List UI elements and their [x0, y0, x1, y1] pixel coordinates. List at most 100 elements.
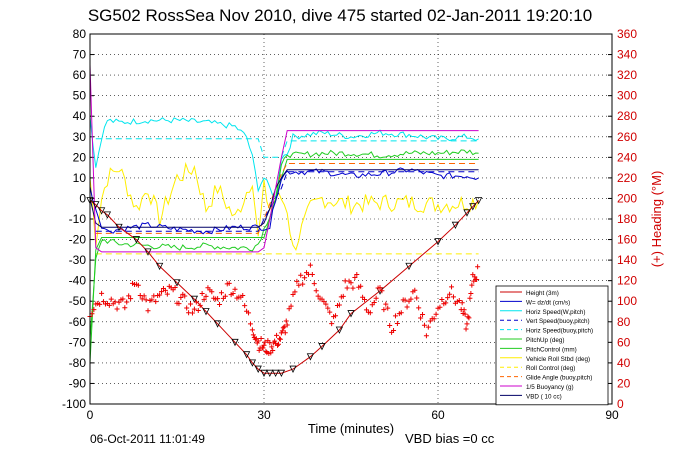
y-tick-label: 0 — [79, 191, 86, 205]
heading-point — [439, 297, 445, 303]
heading-point — [284, 322, 290, 328]
heading-point — [323, 301, 329, 307]
x-tick-label: 60 — [431, 408, 445, 422]
height-marker — [306, 353, 315, 361]
heading-point — [247, 321, 253, 327]
heading-point — [352, 275, 358, 281]
heading-point — [456, 298, 462, 304]
y-right-tick-label: 120 — [617, 274, 637, 288]
heading-point — [197, 302, 203, 308]
legend-label: Height (3m) — [526, 290, 559, 297]
y-right-tick-label: 220 — [617, 171, 637, 185]
heading-point — [344, 285, 350, 291]
heading-point — [421, 322, 427, 328]
heading-point — [226, 280, 232, 286]
height-marker — [463, 209, 471, 217]
y-tick-label: 30 — [73, 130, 87, 144]
height-marker — [97, 207, 106, 215]
heading-point — [327, 309, 333, 315]
heading-point — [114, 306, 120, 312]
height-marker — [469, 203, 477, 211]
heading-point — [188, 301, 194, 307]
heading-point — [143, 297, 149, 303]
legend-label: VBD ( 10 cc) — [526, 393, 562, 400]
heading-point — [412, 287, 418, 293]
heading-point — [367, 310, 373, 316]
series-1-5-buoyancy-g — [89, 64, 479, 253]
y-tick-label: -60 — [69, 315, 87, 329]
heading-point — [141, 293, 147, 299]
heading-point — [153, 299, 159, 305]
y-right-tick-label: 240 — [617, 150, 637, 164]
x-tick-label: 30 — [257, 408, 271, 422]
heading-point — [281, 324, 287, 330]
legend: Height (3m) W= dz/dt (cm/s) Horiz Speed(W,… — [495, 285, 609, 406]
y-tick-label: 70 — [73, 48, 87, 62]
heading-point — [184, 305, 190, 311]
y-right-tick-label: 360 — [617, 27, 637, 41]
heading-point — [461, 307, 467, 313]
height-marker — [92, 201, 100, 209]
height-marker — [318, 343, 326, 351]
height-marker — [271, 369, 280, 378]
heading-point — [466, 315, 472, 321]
heading-point — [172, 284, 178, 290]
heading-point — [449, 284, 455, 290]
heading-point — [178, 295, 184, 301]
plot-frame — [89, 33, 613, 405]
heading-point — [358, 283, 364, 289]
heading-point — [280, 325, 286, 331]
heading-point — [336, 302, 342, 308]
heading-point — [445, 295, 451, 301]
heading-point — [418, 315, 424, 321]
legend-box — [495, 285, 609, 406]
heading-point — [463, 326, 469, 332]
heading-point — [274, 332, 280, 338]
series-vbd-10-cc — [89, 169, 479, 228]
heading-point — [474, 277, 480, 283]
heading-point — [398, 310, 404, 316]
heading-point — [348, 280, 354, 286]
heading-point — [315, 293, 321, 299]
y-right-tick-label: 200 — [617, 191, 637, 205]
y-tick-label: 60 — [73, 68, 87, 82]
y-right-tick-label: 20 — [617, 376, 631, 390]
heading-point — [354, 272, 360, 278]
heading-point — [182, 293, 188, 299]
heading-point — [311, 281, 317, 287]
legend-label: Horiz Speed(W,pitch) — [526, 309, 586, 316]
heading-point — [443, 300, 449, 306]
footer-timestamp: 06-Oct-2011 11:01:49 — [90, 432, 205, 446]
heading-point — [300, 281, 306, 287]
height-marker — [248, 359, 257, 367]
heading-point — [263, 349, 269, 355]
heading-point — [433, 311, 439, 317]
y-tick-label: 10 — [73, 171, 87, 185]
heading-point — [135, 282, 141, 288]
heading-point — [128, 296, 134, 302]
heading-point — [467, 295, 473, 301]
y-tick-label: -30 — [69, 253, 87, 267]
heading-point — [209, 289, 215, 295]
heading-point — [313, 288, 319, 294]
legend-label: PitchUp (deg) — [526, 337, 565, 344]
y-tick-label: -10 — [69, 212, 87, 226]
heading-point — [126, 293, 132, 299]
heading-point — [250, 332, 256, 338]
heading-point — [298, 272, 304, 278]
height-marker — [242, 351, 251, 359]
height-marker — [144, 248, 152, 256]
height-marker — [266, 369, 274, 378]
y-tick-label: -80 — [69, 356, 87, 370]
heading-point — [269, 344, 275, 350]
height-marker — [289, 365, 297, 373]
heading-point — [145, 308, 151, 314]
legend-label: Vehicle Roll Stbd (deg) — [526, 356, 590, 363]
series-w-dz-dt-cm-s — [89, 167, 479, 235]
heading-point — [91, 307, 97, 313]
heading-point — [350, 285, 356, 291]
heading-point — [288, 303, 294, 309]
heading-point — [203, 293, 209, 299]
chart-title: SG502 RossSea Nov 2010, dive 475 started… — [88, 6, 592, 25]
heading-point — [201, 297, 207, 303]
